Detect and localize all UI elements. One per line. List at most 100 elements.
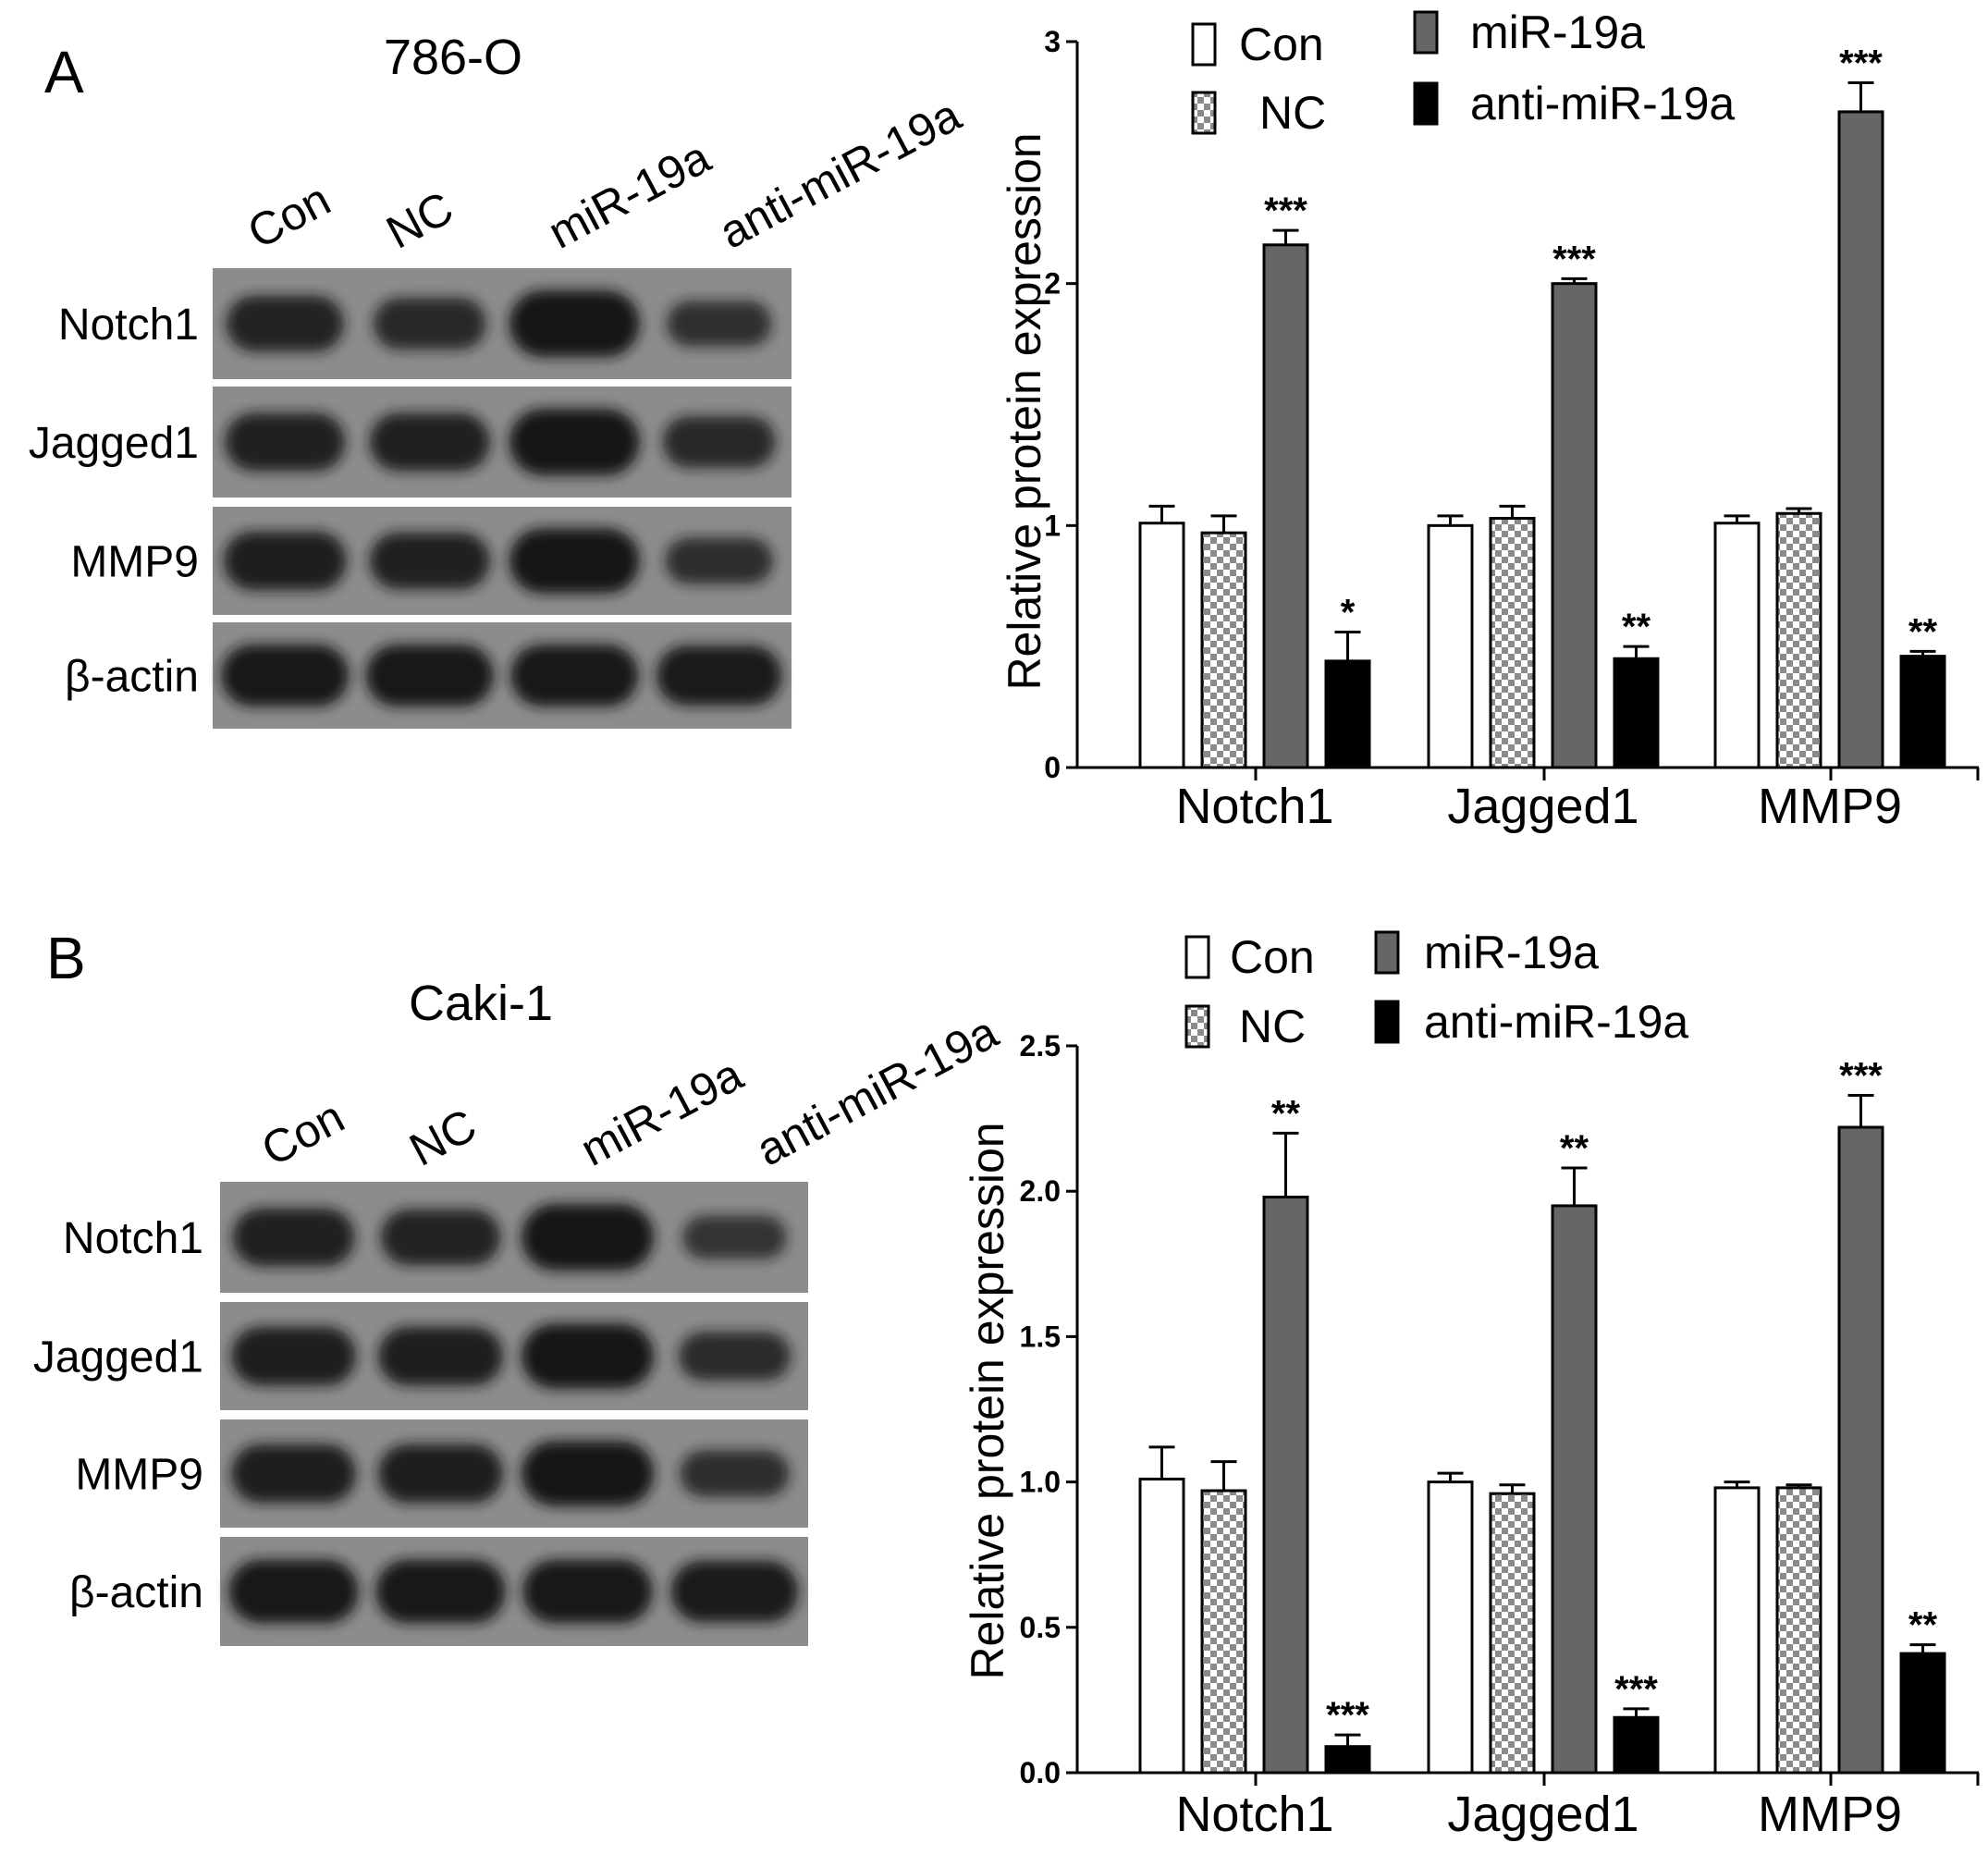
significance-a-jagged1-anti-mir-19a: **	[1622, 607, 1651, 647]
blot-rows-b: Notch1 Jagged1 MMP9 β-actin	[33, 1182, 808, 1646]
significance-b-jagged1-mir-19a: **	[1560, 1128, 1589, 1169]
bar-b-mmp9-mir-19a	[1837, 1125, 1884, 1775]
blot-row-label-a-notch1: Notch1	[58, 301, 199, 350]
bar-b-jagged1-mir-19a	[1551, 1204, 1598, 1775]
blot-row-b-beta-actin: β-actin	[69, 1537, 808, 1646]
bar-b-notch1-anti-mir-19a	[1324, 1745, 1371, 1775]
bar-b-notch1-con	[1138, 1477, 1185, 1775]
blot-band-a-mmp9-nc	[369, 532, 490, 590]
blot-band-a-notch1-anti-mir-19a	[667, 301, 772, 347]
blot-row-a-jagged1: Jagged1	[29, 387, 792, 498]
x-category-label-a-jagged1: Jagged1	[1447, 779, 1638, 834]
legend-label-b-con: Con	[1230, 931, 1315, 983]
x-category-label-a-mmp9: MMP9	[1758, 779, 1902, 834]
blot-band-a-mmp9-con	[223, 531, 347, 591]
blot-row-a-beta-actin: β-actin	[65, 622, 792, 729]
y-tick-label-a-2: 2	[1044, 267, 1061, 301]
lane-label-a-con: Con	[239, 173, 338, 259]
lane-label-a-anti-mir-19a: anti-miR-19a	[711, 89, 969, 259]
legend-swatch-a-mir-19a	[1413, 10, 1439, 55]
x-category-label-a-notch1: Notch1	[1175, 779, 1333, 834]
bar-b-notch1-mir-19a	[1262, 1195, 1309, 1775]
blot-band-b-beta-actin-con	[228, 1559, 359, 1624]
lane-label-b-con: Con	[253, 1090, 352, 1176]
legend-label-b-mir-19a: miR-19a	[1424, 927, 1599, 978]
y-tick-label-b-3: 1.5	[1020, 1320, 1061, 1353]
y-tick-label-b-5: 2.5	[1020, 1029, 1061, 1063]
bar-b-mmp9-nc	[1775, 1486, 1822, 1775]
significance-a-notch1-mir-19a: ***	[1264, 190, 1307, 231]
x-category-label-b-notch1: Notch1	[1175, 1787, 1333, 1842]
legend-label-b-anti-mir-19a: anti-miR-19a	[1424, 996, 1688, 1048]
blot-band-a-notch1-nc	[373, 297, 486, 350]
blot-row-label-b-notch1: Notch1	[63, 1214, 203, 1263]
blot-band-b-beta-actin-anti-mir-19a	[670, 1560, 799, 1623]
significance-b-mmp9-anti-mir-19a: **	[1908, 1605, 1938, 1646]
bar-a-mmp9-con	[1713, 522, 1761, 769]
legend-label-a-anti-mir-19a: anti-miR-19a	[1470, 78, 1735, 129]
significance-a-mmp9-mir-19a: ***	[1839, 43, 1883, 83]
significance-b-mmp9-mir-19a: ***	[1839, 1055, 1883, 1096]
blot-row-label-a-mmp9: MMP9	[70, 538, 199, 587]
blot-band-b-mmp9-nc	[378, 1443, 503, 1504]
blot-row-label-b-beta-actin: β-actin	[69, 1568, 203, 1617]
legend-label-a-mir-19a: miR-19a	[1470, 6, 1645, 58]
bar-a-notch1-con	[1138, 522, 1185, 769]
significance-a-jagged1-mir-19a: ***	[1552, 239, 1596, 279]
blot-band-a-beta-actin-con	[221, 645, 350, 706]
y-tick-label-b-2: 1.0	[1020, 1466, 1061, 1499]
blot-band-a-beta-actin-nc	[365, 645, 494, 706]
bar-a-jagged1-anti-mir-19a	[1613, 657, 1660, 769]
legend-swatch-b-nc	[1184, 1004, 1210, 1049]
y-tick-label-b-4: 2.0	[1020, 1174, 1061, 1208]
lane-label-a-nc: NC	[378, 181, 461, 258]
bar-b-jagged1-con	[1427, 1480, 1474, 1775]
blot-band-a-notch1-con	[226, 295, 344, 352]
legend-label-b-nc: NC	[1239, 1001, 1306, 1052]
blot-row-label-b-jagged1: Jagged1	[33, 1333, 203, 1382]
bar-a-notch1-nc	[1200, 531, 1247, 769]
chart-b-legend: Con NC miR-19a anti-miR-19a	[1184, 927, 1688, 1052]
blot-band-a-jagged1-anti-mir-19a	[662, 415, 776, 469]
blot-rows-a: Notch1 Jagged1 MMP9 β-actin	[29, 268, 792, 729]
bar-a-notch1-mir-19a	[1262, 243, 1309, 769]
blot-band-b-jagged1-anti-mir-19a	[679, 1332, 791, 1381]
legend-swatch-b-anti-mir-19a	[1374, 1000, 1400, 1044]
blot-band-a-mmp9-mir-19a	[509, 528, 640, 594]
legend-swatch-a-con	[1191, 22, 1217, 67]
blot-band-b-jagged1-nc	[378, 1326, 503, 1386]
bar-b-notch1-nc	[1200, 1489, 1247, 1775]
blot-band-a-jagged1-mir-19a	[509, 409, 640, 475]
legend-swatch-b-mir-19a	[1374, 930, 1400, 975]
blot-band-b-notch1-anti-mir-19a	[682, 1215, 787, 1259]
blot-row-b-mmp9: MMP9	[75, 1419, 808, 1528]
panel-a-chart: Con NC miR-19a anti-miR-19a Relative protei…	[999, 6, 1980, 834]
x-category-label-b-mmp9: MMP9	[1758, 1787, 1902, 1842]
legend-swatch-b-con	[1184, 935, 1210, 979]
bar-b-mmp9-con	[1713, 1486, 1761, 1775]
blot-band-a-jagged1-con	[225, 412, 346, 472]
blot-band-b-notch1-con	[232, 1208, 355, 1267]
blot-band-a-beta-actin-mir-19a	[510, 645, 639, 706]
significance-b-notch1-anti-mir-19a: ***	[1326, 1695, 1369, 1736]
bar-a-jagged1-con	[1427, 523, 1474, 769]
bar-a-mmp9-anti-mir-19a	[1899, 655, 1946, 769]
legend-label-a-nc: NC	[1259, 87, 1326, 139]
blot-row-label-b-mmp9: MMP9	[75, 1451, 203, 1500]
lane-label-b-nc: NC	[401, 1099, 485, 1175]
y-tick-label-a-3: 3	[1044, 25, 1061, 58]
blot-band-b-jagged1-mir-19a	[521, 1323, 655, 1389]
x-category-label-b-jagged1: Jagged1	[1447, 1787, 1638, 1842]
cell-line-title-a: 786-O	[384, 30, 522, 85]
legend-swatch-a-anti-mir-19a	[1413, 81, 1439, 126]
blot-band-a-jagged1-nc	[369, 412, 490, 472]
lane-label-b-mir-19a: miR-19a	[572, 1048, 751, 1175]
blot-band-b-notch1-nc	[380, 1209, 501, 1266]
blot-band-b-beta-actin-nc	[375, 1559, 506, 1624]
chart-b-plot: 0.00.51.01.52.02.5*****Notch1*****Jagged…	[1020, 1029, 1980, 1842]
